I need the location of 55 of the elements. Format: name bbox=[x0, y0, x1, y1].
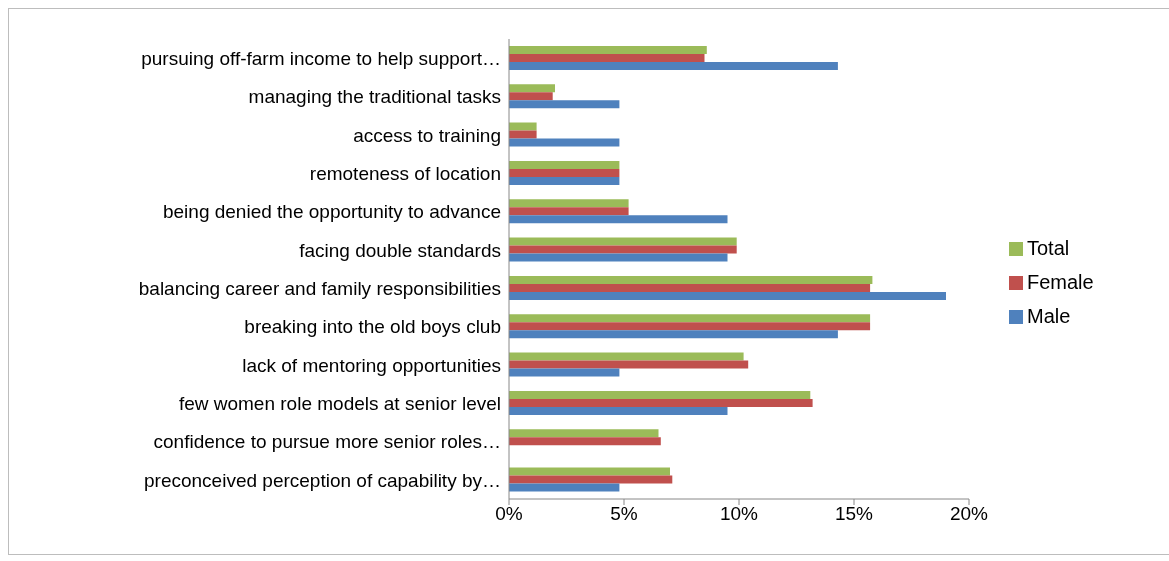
x-tick-label: 10% bbox=[719, 503, 759, 525]
bar bbox=[509, 245, 737, 254]
bar bbox=[509, 291, 946, 300]
bar bbox=[509, 398, 813, 407]
bar bbox=[509, 237, 737, 246]
legend-label: Female bbox=[1027, 270, 1094, 293]
y-tick-label: pursuing off-farm income to help support… bbox=[141, 47, 501, 69]
bar bbox=[509, 275, 873, 284]
legend-label: Male bbox=[1027, 304, 1071, 327]
bar bbox=[509, 100, 620, 109]
x-tick-label: 0% bbox=[495, 503, 523, 525]
x-tick-label: 5% bbox=[610, 503, 638, 525]
bar bbox=[509, 215, 728, 224]
legend-label: Total bbox=[1027, 236, 1070, 259]
y-tick-label: breaking into the old boys club bbox=[244, 316, 501, 338]
bar bbox=[509, 368, 620, 377]
bar bbox=[509, 390, 811, 399]
bar bbox=[509, 475, 673, 484]
bar bbox=[509, 176, 620, 185]
y-tick-label: balancing career and family responsibilities bbox=[138, 277, 501, 299]
x-tick-label: 15% bbox=[834, 503, 874, 525]
bar bbox=[509, 253, 728, 262]
y-tick-label: being denied the opportunity to advance bbox=[162, 201, 501, 223]
y-tick-label: confidence to pursue more senior roles… bbox=[153, 431, 501, 453]
bar bbox=[509, 406, 728, 415]
y-tick-label: facing double standards bbox=[299, 239, 501, 261]
bar bbox=[509, 122, 537, 131]
bar bbox=[509, 53, 705, 62]
bar bbox=[509, 160, 620, 169]
bar bbox=[509, 483, 620, 492]
bar bbox=[509, 207, 629, 216]
bar bbox=[509, 199, 629, 208]
y-tick-label: remoteness of location bbox=[309, 162, 501, 184]
bar bbox=[509, 168, 620, 177]
bar bbox=[509, 437, 661, 446]
bar bbox=[509, 61, 838, 70]
bar bbox=[509, 467, 670, 476]
bar bbox=[509, 92, 553, 101]
y-tick-label: access to training bbox=[353, 124, 501, 146]
y-tick-label: preconceived perception of capability by… bbox=[144, 469, 501, 491]
x-tick-label: 20% bbox=[949, 503, 989, 525]
bar bbox=[509, 130, 537, 139]
bar bbox=[509, 322, 871, 331]
bar bbox=[509, 360, 749, 369]
bar bbox=[509, 352, 744, 361]
y-tick-label: few women role models at senior level bbox=[178, 392, 501, 414]
bar bbox=[509, 45, 707, 54]
bar bbox=[509, 138, 620, 147]
bar bbox=[509, 84, 555, 93]
y-tick-label: managing the traditional tasks bbox=[248, 86, 501, 108]
bar bbox=[509, 330, 838, 339]
bar bbox=[509, 283, 871, 292]
y-tick-label: lack of mentoring opportunities bbox=[242, 354, 501, 376]
bar bbox=[509, 429, 659, 438]
bar bbox=[509, 314, 871, 323]
